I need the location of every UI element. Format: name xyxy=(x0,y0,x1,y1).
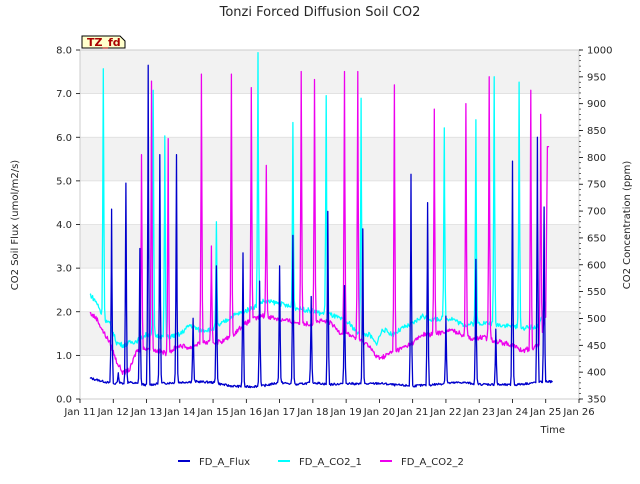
x-tick-label: Jan 15 xyxy=(196,407,228,418)
y-left-tick-label: 7.0 xyxy=(56,89,72,100)
y-right-tick-label: 350 xyxy=(587,395,606,406)
plot-band xyxy=(80,224,579,269)
y-right-tick-label: 450 xyxy=(587,341,606,352)
y-right-tick-label: 500 xyxy=(587,314,606,325)
y-left-tick-label: 2.0 xyxy=(56,307,72,318)
plot-band xyxy=(80,180,579,225)
y-left-tick-label: 5.0 xyxy=(56,176,72,187)
y-right-tick-label: 550 xyxy=(587,287,606,298)
legend-label: FD_A_Flux xyxy=(199,457,250,468)
y-right-tick-label: 850 xyxy=(587,126,606,137)
y-right-tick-label: 600 xyxy=(587,260,606,271)
plot-band xyxy=(80,137,579,181)
y-left-tick-label: 1.0 xyxy=(56,351,72,362)
x-tick-label: Jan 17 xyxy=(263,407,295,418)
y-left-tick-label: 4.0 xyxy=(56,220,72,231)
y-right-tick-label: 750 xyxy=(587,180,606,191)
site-label: TZ_fd xyxy=(87,36,121,49)
y-right-tick-label: 900 xyxy=(587,99,606,110)
x-tick-label: Jan 13 xyxy=(130,407,162,418)
legend: FD_A_Flux FD_A_CO2_1 FD_A_CO2_2 xyxy=(178,457,464,468)
site-label-box: TZ_fd xyxy=(81,35,126,49)
series-line-FD_A_CO2_2 xyxy=(89,70,550,376)
x-tick-label: Jan 22 xyxy=(429,407,461,418)
plot-band xyxy=(80,93,579,138)
y-right-tick-label: 700 xyxy=(587,207,606,218)
y-axis-left-label: CO2 Soil Flux (umol/m2/s) xyxy=(10,160,21,290)
y-left-tick-label: 8.0 xyxy=(56,46,72,57)
x-tick-label: Jan 16 xyxy=(230,407,262,418)
x-axis-label: Time xyxy=(540,425,565,436)
y-right-tick-label: 400 xyxy=(587,368,606,379)
chart-title: Tonzi Forced Diffusion Soil CO2 xyxy=(219,5,421,20)
series-line-FD_A_Flux xyxy=(89,64,553,389)
y-axis-right-label: CO2 Concentration (ppm) xyxy=(622,161,633,290)
y-right-tick-label: 950 xyxy=(587,72,606,83)
x-tick-label: Jan 21 xyxy=(396,407,428,418)
x-tick-label: Jan 26 xyxy=(562,407,594,418)
series-line-FD_A_CO2_1 xyxy=(89,52,547,349)
series-layer xyxy=(89,52,553,389)
x-tick-label: Jan 20 xyxy=(363,407,395,418)
axes: 0.0 1.0 2.0 3.0 4.0 5.0 6.0 7.0 8.0 350 400 450 500 5… xyxy=(56,46,612,419)
x-tick-label: Jan 11 xyxy=(63,407,95,418)
plot-band xyxy=(80,50,579,94)
y-right-tick-label: 800 xyxy=(587,153,606,164)
x-tick-label: Jan 25 xyxy=(529,407,561,418)
y-right-tick-label: 1000 xyxy=(587,46,612,57)
x-tick-label: Jan 19 xyxy=(329,407,361,418)
y-right-tick-label: 650 xyxy=(587,233,606,244)
legend-label: FD_A_CO2_1 xyxy=(299,457,362,468)
x-tick-label: Jan 12 xyxy=(97,407,129,418)
x-tick-label: Jan 18 xyxy=(296,407,328,418)
y-left-tick-label: 0.0 xyxy=(56,395,72,406)
legend-label: FD_A_CO2_2 xyxy=(401,457,464,468)
x-tick-label: Jan 24 xyxy=(496,407,528,418)
y-left-tick-label: 3.0 xyxy=(56,264,72,275)
x-tick-label: Jan 14 xyxy=(163,407,195,418)
y-left-tick-label: 6.0 xyxy=(56,133,72,144)
x-tick-label: Jan 23 xyxy=(463,407,495,418)
